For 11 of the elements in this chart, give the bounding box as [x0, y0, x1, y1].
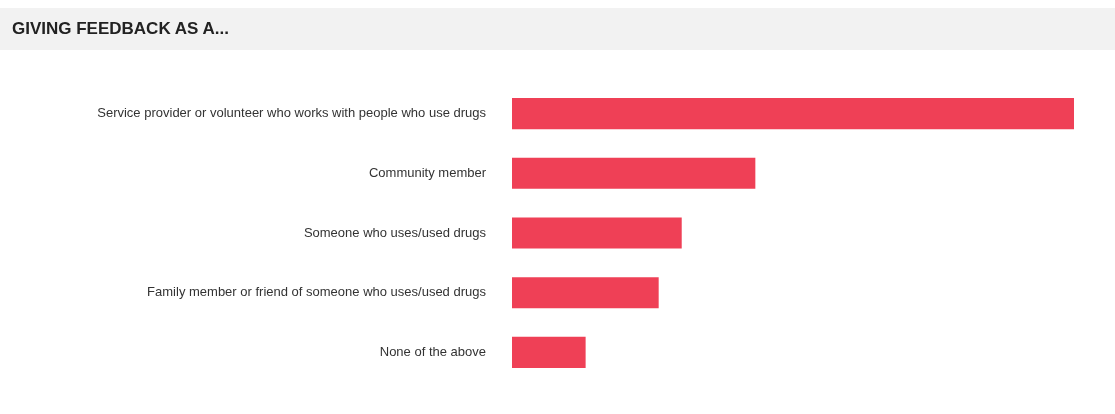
y-tick-label: Someone who uses/used drugs [303, 224, 487, 240]
bar [512, 217, 682, 249]
y-tick-label: Family member or friend of someone who uses/used drugs [147, 284, 487, 300]
text: GIVING FEEDBACK AS A... [0, 8, 1115, 50]
bar [512, 157, 756, 189]
bar [512, 336, 586, 368]
bar [512, 98, 1074, 130]
y-tick-label: None of the above [379, 343, 486, 359]
y-tick-label: Service provider or volunteer who works with people who use drugs [97, 105, 487, 121]
bar [512, 277, 659, 309]
y-tick-label: Community member [368, 164, 487, 180]
